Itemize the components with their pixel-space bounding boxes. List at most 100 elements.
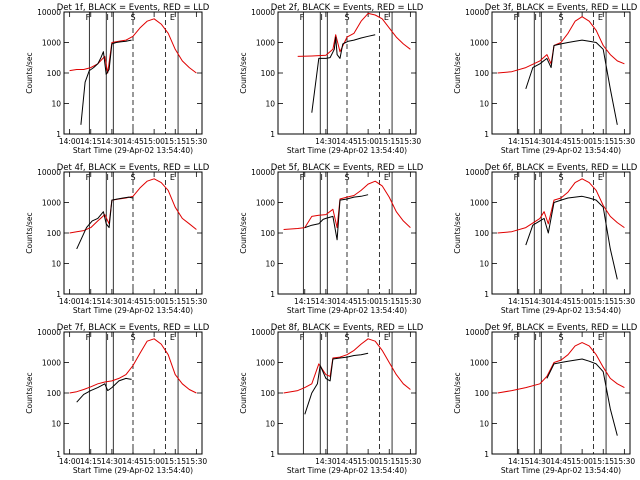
y-tick-label: 100 [47, 69, 62, 78]
x-tick-label: 15:00 [571, 137, 593, 146]
region-label: I [106, 333, 108, 342]
x-tick-label: 14:30 [315, 137, 337, 146]
x-tick-label: 15:00 [357, 457, 379, 466]
chart-title: Det 8f, BLACK = Events, RED = LLD [271, 323, 424, 333]
x-tick-label: 14:30 [315, 297, 337, 306]
x-tick-label: 15:15 [378, 137, 400, 146]
x-axis-label: Start Time (29-Apr-02 13:54:40) [501, 146, 621, 155]
series-line [546, 358, 618, 436]
series-line [283, 180, 411, 230]
y-tick-label: 1000 [42, 359, 61, 368]
x-axis-label: Start Time (29-Apr-02 13:54:40) [501, 306, 621, 315]
y-axis-label: Counts/sec [239, 52, 248, 93]
y-tick-label: 1000 [42, 39, 61, 48]
region-label: E [384, 173, 389, 182]
region-label: F [86, 333, 91, 342]
x-tick-label: 15:30 [614, 297, 636, 306]
region-label: E [598, 173, 603, 182]
region-label: F [300, 173, 305, 182]
region-label: S [130, 13, 135, 22]
region-label: F [514, 13, 519, 22]
region-label: I [106, 13, 108, 22]
region-label: E [170, 333, 175, 342]
region-label: E [598, 333, 603, 342]
y-tick-label: 10000 [251, 8, 275, 17]
x-tick-label: 15:30 [614, 457, 636, 466]
x-tick-label: 14:30 [101, 457, 123, 466]
x-tick-label: 14:45 [336, 297, 358, 306]
region-label: F [300, 333, 305, 342]
x-tick-label: 15:30 [186, 137, 208, 146]
y-tick-label: 10 [479, 260, 489, 269]
region-label: I [320, 333, 322, 342]
y-tick-label: 1000 [256, 199, 275, 208]
chart-panel: Det 8f, BLACK = Events, RED = LLD 1 10 100 1… [239, 323, 424, 475]
y-tick-label: 10 [265, 100, 275, 109]
y-tick-label: 10000 [465, 8, 489, 17]
series-line [69, 338, 197, 394]
x-axis-label: Start Time (29-Apr-02 13:54:40) [287, 146, 407, 155]
y-axis-label: Counts/sec [453, 212, 462, 253]
y-axis-label: Counts/sec [25, 212, 34, 253]
y-tick-label: 10 [51, 100, 61, 109]
y-tick-label: 1 [484, 450, 489, 459]
x-tick-label: 14:30 [101, 297, 123, 306]
y-axis-label: Counts/sec [239, 372, 248, 413]
x-tick-label: 14:45 [550, 137, 572, 146]
y-tick-label: 10000 [37, 328, 61, 337]
series-line [497, 16, 625, 74]
chart-title: Det 4f, BLACK = Events, RED = LLD [57, 163, 210, 173]
x-tick-label: 14:15 [508, 457, 530, 466]
y-tick-label: 1000 [470, 359, 489, 368]
y-tick-label: 1000 [256, 359, 275, 368]
x-tick-label: 15:15 [378, 297, 400, 306]
chart-panel: Det 6f, BLACK = Events, RED = LLD 1 10 100 1… [453, 163, 638, 315]
y-tick-label: 10 [265, 420, 275, 429]
region-label: E [384, 333, 389, 342]
y-tick-label: 1 [484, 290, 489, 299]
region-label: I [320, 173, 322, 182]
y-tick-label: 1000 [470, 39, 489, 48]
y-tick-label: 100 [47, 389, 62, 398]
x-axis-label: Start Time (29-Apr-02 13:54:40) [287, 466, 407, 475]
x-tick-label: 14:30 [315, 457, 337, 466]
series-line [304, 194, 369, 241]
x-tick-label: 15:15 [592, 297, 614, 306]
region-label: F [300, 13, 305, 22]
y-tick-label: 10000 [465, 328, 489, 337]
x-tick-label: 14:00 [59, 137, 81, 146]
chart-title: Det 7f, BLACK = Events, RED = LLD [57, 323, 210, 333]
region-label: F [86, 13, 91, 22]
region-label: E [170, 173, 175, 182]
y-axis-label: Counts/sec [239, 212, 248, 253]
region-label: S [344, 173, 349, 182]
region-label: F [86, 173, 91, 182]
region-label: I [320, 13, 322, 22]
x-axis-label: Start Time (29-Apr-02 13:54:40) [73, 466, 193, 475]
chart-panel: Det 7f, BLACK = Events, RED = LLD 1 10 100 1… [25, 323, 210, 475]
region-label: S [558, 173, 563, 182]
y-axis-label: Counts/sec [453, 372, 462, 413]
x-tick-label: 14:30 [529, 297, 551, 306]
x-tick-label: 15:00 [357, 297, 379, 306]
y-tick-label: 10000 [251, 328, 275, 337]
x-tick-label: 15:30 [614, 137, 636, 146]
series-line [76, 196, 134, 250]
x-tick-label: 14:30 [529, 137, 551, 146]
region-label: S [130, 173, 135, 182]
x-tick-label: 15:30 [400, 297, 422, 306]
series-line [283, 338, 411, 394]
region-label: S [558, 13, 563, 22]
y-tick-label: 100 [475, 69, 490, 78]
series-line [311, 34, 376, 113]
y-tick-label: 1 [56, 130, 61, 139]
region-label: E [598, 13, 603, 22]
region-label: I [534, 333, 536, 342]
x-tick-label: 14:15 [80, 297, 102, 306]
y-tick-label: 1 [484, 130, 489, 139]
x-tick-label: 15:00 [143, 457, 165, 466]
x-tick-label: 14:45 [336, 137, 358, 146]
x-tick-label: 14:45 [550, 457, 572, 466]
x-tick-label: 15:00 [571, 457, 593, 466]
